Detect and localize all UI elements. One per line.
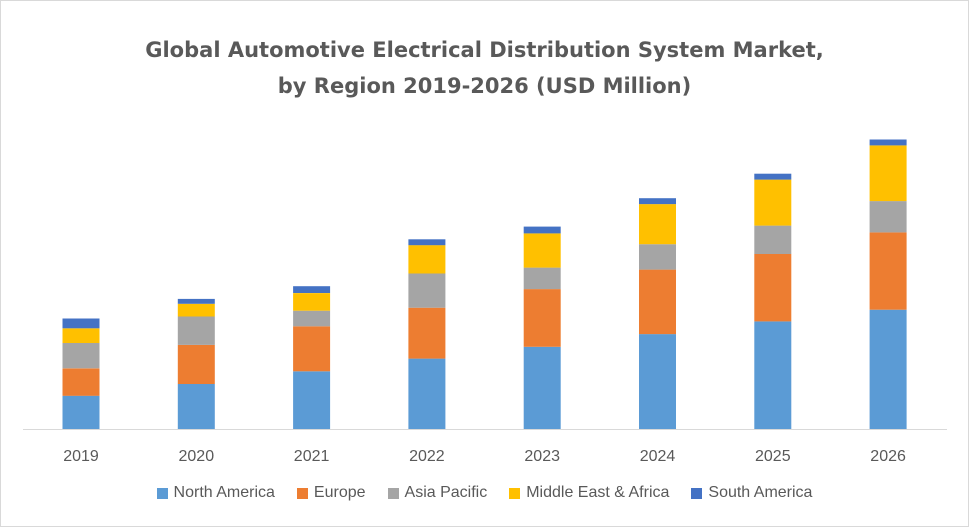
- chart-title-line-2: by Region 2019-2026 (USD Million): [277, 74, 692, 98]
- bar-2023-series-4: [523, 226, 561, 234]
- chart-title-line-1: Global Automotive Electrical Distributio…: [145, 38, 824, 62]
- bar-2021-series-4: [293, 286, 331, 293]
- bar-2019-series-3: [62, 328, 100, 343]
- legend-label-4: South America: [708, 484, 813, 501]
- bar-2024-series-3: [639, 204, 676, 245]
- bar-2021-series-2: [293, 310, 331, 327]
- bar-2025-series-4: [754, 173, 792, 180]
- legend-swatch-1: [296, 487, 308, 499]
- legend: North America Europe Asia Pacific Middle Ea…: [0, 484, 969, 502]
- bar-2026-series-1: [869, 232, 907, 310]
- x-tick-label-2019: 2019: [63, 448, 99, 465]
- bar-2020-series-3: [177, 303, 215, 317]
- bar-2026-series-2: [869, 201, 907, 233]
- x-tick-label-2024: 2024: [640, 448, 676, 465]
- bar-2022-series-4: [408, 239, 446, 246]
- legend-item-3: Middle East & Africa: [509, 484, 669, 502]
- bar-2019-series-2: [62, 342, 100, 369]
- bar-2025-series-2: [754, 225, 792, 254]
- legend-item-2: Asia Pacific: [387, 484, 488, 502]
- legend-swatch-2: [387, 487, 399, 499]
- bar-2020-series-0: [177, 384, 215, 429]
- bar-2022-series-1: [408, 307, 446, 359]
- bar-2024-series-1: [639, 269, 676, 335]
- legend-swatch-3: [509, 487, 521, 499]
- bar-2022-series-3: [408, 245, 446, 274]
- bar-2020-series-1: [177, 344, 215, 384]
- bar-2024-series-0: [639, 334, 676, 429]
- x-tick-label-2026: 2026: [870, 448, 906, 465]
- bar-2026-series-4: [869, 139, 907, 146]
- bar-2021-series-3: [293, 293, 331, 311]
- x-tick-label-2025: 2025: [755, 448, 791, 465]
- bar-2021-series-0: [293, 371, 331, 429]
- legend-item-4: South America: [691, 484, 812, 502]
- bar-2019-series-1: [62, 368, 100, 396]
- bar-2023-series-3: [523, 233, 561, 268]
- legend-label-0: North America: [173, 484, 275, 501]
- legend-item-1: Europe: [296, 484, 366, 502]
- bar-2025-series-3: [754, 179, 792, 226]
- bar-2025-series-0: [754, 321, 792, 429]
- bar-2023-series-1: [523, 289, 561, 347]
- bar-2023-series-2: [523, 267, 561, 290]
- bar-2019-series-0: [62, 395, 100, 429]
- bar-2022-series-2: [408, 273, 446, 308]
- bar-2024-series-4: [639, 198, 676, 205]
- bar-2019-series-4: [62, 318, 100, 329]
- legend-swatch-4: [691, 487, 703, 499]
- bar-2026-series-0: [869, 309, 907, 429]
- legend-label-2: Asia Pacific: [404, 484, 488, 501]
- chart-title: Global Automotive Electrical Distributio…: [0, 32, 969, 104]
- bar-2022-series-0: [408, 358, 446, 429]
- legend-item-0: North America: [156, 484, 275, 502]
- bar-2020-series-4: [177, 298, 215, 304]
- x-tick-label-2020: 2020: [179, 448, 215, 465]
- x-tick-label-2023: 2023: [524, 448, 560, 465]
- bar-2021-series-1: [293, 326, 331, 372]
- bar-2026-series-3: [869, 145, 907, 202]
- legend-label-3: Middle East & Africa: [526, 484, 670, 501]
- x-tick-label-2021: 2021: [294, 448, 330, 465]
- bar-2020-series-2: [177, 316, 215, 345]
- bar-2025-series-1: [754, 253, 792, 322]
- bar-2023-series-0: [523, 346, 561, 429]
- x-tick-label-2022: 2022: [409, 448, 445, 465]
- bar-2024-series-2: [639, 244, 676, 270]
- legend-label-1: Europe: [313, 484, 366, 501]
- legend-swatch-0: [156, 487, 168, 499]
